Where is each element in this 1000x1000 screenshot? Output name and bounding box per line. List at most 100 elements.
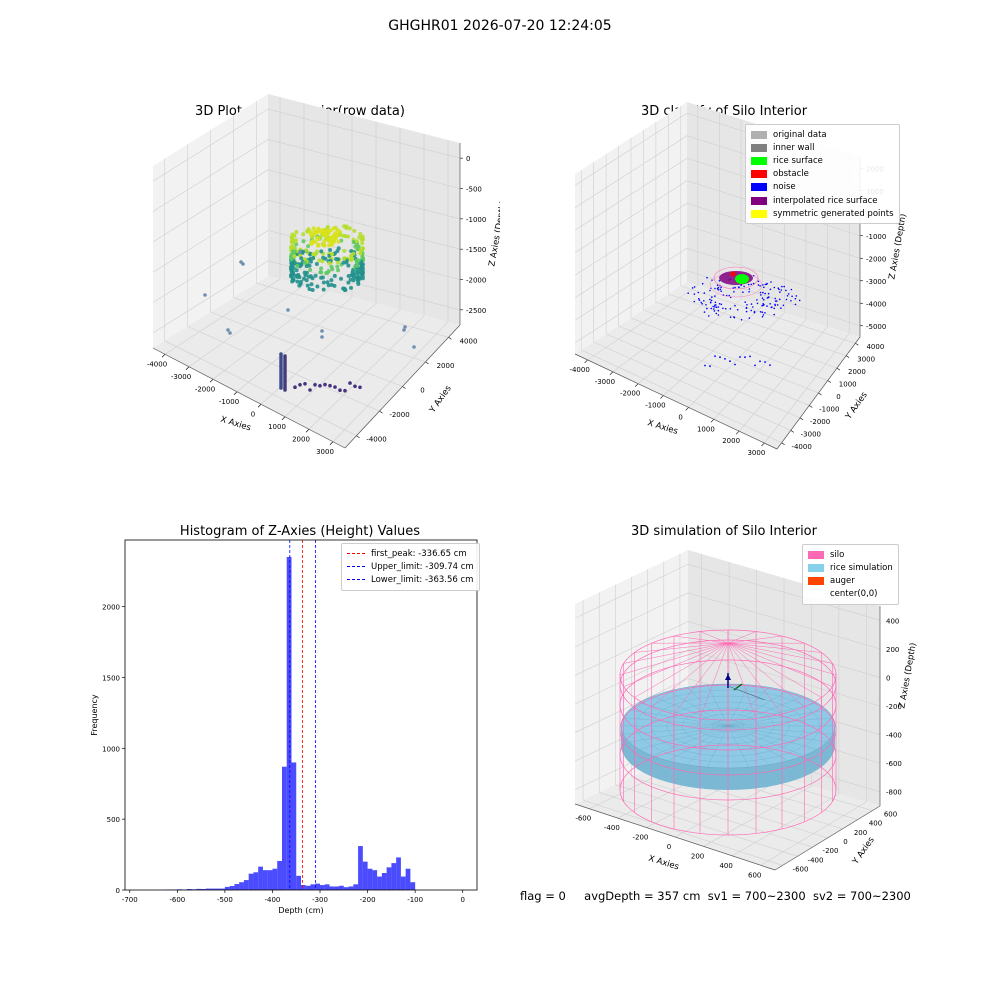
cls-xtick (685, 407, 689, 411)
raw-point (311, 226, 316, 231)
histogram-bar (362, 861, 368, 890)
raw-point (354, 239, 359, 244)
raw-point (335, 228, 340, 233)
raw-point (343, 234, 348, 239)
histogram-bar (229, 886, 235, 890)
raw-ygrid (164, 340, 357, 436)
histogram-bar (339, 885, 344, 890)
sim-silo-roof-line (727, 635, 783, 644)
cls-noise-point (785, 289, 787, 292)
sim-xtick-label: -400 (604, 824, 620, 832)
raw-point (310, 276, 315, 281)
histogram-bar (291, 762, 297, 890)
histogram-ylabel: Frequency (90, 694, 99, 736)
raw-zgrid (152, 260, 461, 334)
status-footer: flag = 0 avgDepth = 357 cm sv1 = 700~230… (520, 889, 911, 903)
raw-point (320, 329, 324, 333)
cls-noise-point (714, 355, 716, 357)
cls-noise-point (794, 303, 797, 306)
cls-noise-point (773, 307, 775, 310)
raw-point (344, 260, 349, 265)
raw-point (352, 228, 357, 233)
raw-point (329, 278, 334, 283)
cls-noise-point (750, 303, 753, 305)
sim-ylabel: Y Axies (850, 835, 877, 867)
cls-noise-point (773, 313, 775, 316)
raw-point (301, 232, 306, 237)
sim-ztick-label: 400 (886, 617, 899, 625)
histogram-legend-item: first_peak: -336.65 cm (347, 547, 474, 560)
raw-point (298, 250, 302, 254)
cls-noise-point (760, 294, 762, 296)
histogram-xtick-label: 0 (460, 896, 464, 904)
sim-silo-roof-line (673, 642, 729, 715)
cls-ylabel: Y Axies (843, 390, 870, 422)
cls-noise-point (716, 287, 719, 290)
simulation-legend: silo rice simulation auger center(0,0) (802, 544, 899, 605)
sim-silo-roof-line (623, 642, 729, 664)
raw-point (336, 239, 341, 244)
sim-ytick-label: 400 (869, 820, 882, 828)
cls-noise-point (719, 288, 722, 291)
raw-point (355, 263, 360, 268)
sim-zgrid (574, 649, 881, 707)
sim-ztick-label: -800 (886, 789, 902, 797)
sim-ztick-label: 0 (886, 674, 890, 682)
cls-noise-point (769, 303, 771, 305)
raw-xtick-label: -1000 (219, 398, 239, 406)
histogram-ytick-label: 500 (107, 816, 120, 824)
raw-xlabel: X Axies (219, 415, 252, 434)
cls-noise-point (764, 292, 766, 295)
raw-point (354, 275, 359, 280)
cls-noise-point (687, 292, 689, 295)
raw-zlabel: Z Axies (Depth) (487, 200, 500, 267)
histogram-bar (405, 868, 411, 890)
cls-noise-point (763, 299, 765, 301)
cls-noise-point (759, 291, 762, 294)
histogram-bar (296, 875, 301, 890)
raw-xtick (281, 416, 286, 420)
raw-point (330, 267, 335, 272)
histogram-bar (367, 868, 373, 890)
classify-legend: original data inner wall rice surface obsta… (745, 124, 900, 225)
cls-noise-point (734, 363, 736, 366)
cls-noise-point (698, 298, 700, 300)
cls-legend-label: interpolated rice surface (773, 195, 878, 206)
cls-noise-point (763, 286, 765, 289)
histogram-bar (391, 863, 397, 890)
raw-point (328, 248, 333, 252)
cls-ytick (781, 442, 785, 446)
raw-ytick-label: -2000 (389, 411, 409, 419)
sim-ygrid (582, 799, 783, 866)
cls-noise-point (783, 285, 785, 288)
raw-point (317, 258, 322, 263)
raw-point (309, 282, 314, 287)
raw-point (342, 248, 347, 253)
sim-legend-swatch (808, 590, 824, 599)
cls-noise-point (769, 364, 771, 366)
histogram-xtick-label: -400 (265, 896, 281, 904)
cls-noise-point (734, 304, 736, 307)
sim-ygrid (615, 784, 813, 848)
cls-noise-point (717, 309, 720, 312)
cls-noise-point (711, 296, 713, 298)
raw-ztick-label: -500 (466, 186, 482, 194)
cls-noise-point (762, 284, 764, 286)
raw-point (326, 228, 331, 233)
raw-point (291, 250, 296, 255)
cls-ytick-label: -3000 (801, 430, 821, 438)
cls-noise-point (761, 316, 764, 318)
raw-ztick-label: -2000 (466, 277, 486, 285)
cls-noise-point (691, 287, 694, 289)
sim-ygrid (599, 792, 798, 857)
cls-noise-point (710, 299, 713, 302)
cls-ygrid (655, 301, 838, 369)
histogram-bar (348, 886, 354, 890)
cls-noise-point (701, 282, 704, 285)
raw-ytick-label: 0 (420, 387, 424, 395)
raw-point (241, 262, 245, 266)
raw-point (308, 229, 313, 234)
cls-noise-point (780, 289, 783, 291)
raw-point (308, 267, 313, 272)
cls-noise-point (744, 301, 746, 303)
